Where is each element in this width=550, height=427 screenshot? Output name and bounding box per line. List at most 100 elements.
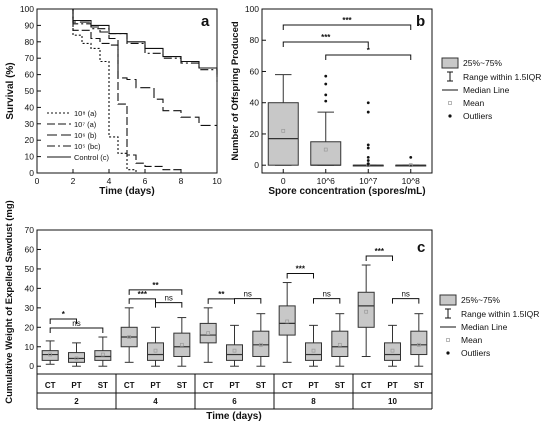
panel-c-ticks: 0 10 20 30 40 50 60 70 — [25, 225, 41, 371]
mean-marker — [285, 319, 290, 324]
treatment-label: PT — [308, 381, 318, 390]
significance-label: * — [62, 310, 66, 319]
x-tick-label: 10^7 — [359, 176, 377, 186]
panel-b: b Number of Offspring Produced Spore con… — [230, 4, 433, 197]
iqr-box — [173, 332, 191, 357]
box-legend-b: 25%~75% Range within 1.5IQR Median Line Mea… — [441, 57, 541, 121]
significance-label: *** — [138, 290, 148, 299]
legend-mean-swatch — [448, 101, 452, 105]
treatment-label: PT — [71, 381, 81, 390]
iqr-box — [94, 350, 112, 361]
mean-marker — [232, 348, 237, 353]
significance-bracket — [365, 255, 393, 262]
legend-entry: 10⁵ (bc) — [74, 142, 101, 151]
x-tick-label: 10 — [212, 176, 222, 186]
legend-outlier-swatch — [446, 351, 450, 355]
significance-bracket — [282, 41, 369, 47]
panel-a: a Survival (%) Time (days) 0 2 4 6 8 10010203… — [5, 4, 222, 197]
iqr-box — [252, 330, 270, 357]
day-label: 4 — [153, 397, 158, 406]
x-tick-label: 6 — [143, 176, 148, 186]
significance-bracket — [234, 298, 262, 304]
significance-label: *** — [342, 16, 352, 25]
x-tick-label: 4 — [107, 176, 112, 186]
panel-c-significance: *ns***** ns ** ns***ns***ns — [49, 247, 420, 334]
y-tick-label: 50 — [25, 86, 35, 96]
mean-marker — [179, 342, 184, 347]
survival-line — [37, 8, 218, 85]
y-tick-label: 100 — [20, 4, 34, 14]
treatment-label: CT — [203, 381, 214, 390]
x-tick-label: 0 — [35, 176, 40, 186]
outlier-point — [366, 101, 370, 105]
treatment-label: CT — [124, 381, 135, 390]
iqr-box — [68, 352, 85, 363]
panel-b-ticks: 0 20 40 60 80 100 0 10^6 10^7 10^8 — [245, 4, 420, 186]
panel-b-xlabel: Spore concentration (spores/mL) — [268, 186, 425, 197]
significance-label: *** — [296, 265, 306, 274]
legend-mean-swatch — [446, 338, 450, 342]
x-tick-label: 8 — [179, 176, 184, 186]
outlier-point — [324, 93, 328, 97]
treatment-label: PT — [150, 381, 160, 390]
iqr-box — [410, 330, 428, 356]
panel-a-xlabel: Time (days) — [99, 186, 154, 197]
panel-a-legend: 10⁸ (a) 10⁷ (a) 10⁶ (b) 10⁵ (bc) Control (c) — [47, 109, 110, 162]
significance-bracket — [325, 54, 412, 60]
treatment-label: CT — [361, 381, 372, 390]
outlier-point — [324, 99, 328, 103]
significance-label: *** — [375, 247, 385, 256]
legend-box-label: 25%~75% — [461, 295, 500, 305]
mean-marker — [408, 163, 413, 168]
y-tick-label: 60 — [25, 244, 35, 254]
outlier-point — [366, 110, 370, 114]
panel-a-lines — [37, 8, 218, 174]
y-tick-label: 30 — [25, 303, 35, 313]
mean-marker — [364, 309, 369, 314]
y-tick-label: 20 — [250, 129, 260, 139]
panel-c-label: c — [417, 239, 425, 256]
significance-bracket — [207, 298, 235, 304]
treatment-label: ST — [256, 381, 266, 390]
survival-line — [37, 8, 217, 174]
iqr-box — [331, 330, 349, 357]
outlier-point — [324, 82, 328, 86]
y-tick-label: 0 — [29, 361, 34, 371]
panel-b-frame — [261, 8, 433, 174]
y-tick-label: 40 — [250, 98, 260, 108]
outlier-point — [324, 74, 328, 78]
outlier-point — [366, 159, 370, 162]
day-label: 8 — [311, 397, 316, 406]
x-tick-label: 10^6 — [317, 176, 335, 186]
treatment-label: PT — [387, 381, 397, 390]
day-label: 10 — [388, 397, 397, 406]
significance-label: *** — [321, 33, 331, 42]
iqr-box — [226, 344, 243, 361]
mean-marker — [153, 348, 158, 353]
y-tick-label: 70 — [25, 53, 35, 63]
x-tick-label: 10^8 — [402, 176, 420, 186]
legend-median-label: Median Line — [461, 322, 508, 332]
significance-bracket — [128, 289, 183, 295]
legend-entry: 10⁷ (a) — [74, 120, 97, 129]
panel-a-ylabel: Survival (%) — [5, 62, 16, 119]
treatment-label: CT — [282, 381, 293, 390]
significance-label: ** — [218, 290, 225, 299]
significance-bracket — [286, 273, 314, 279]
mean-marker — [74, 356, 79, 361]
significance-bracket — [49, 327, 104, 334]
panel-b-ylabel: Number of Offspring Produced — [230, 21, 241, 161]
y-tick-label: 80 — [25, 37, 35, 47]
panel-c-xlabel: Time (days) — [206, 411, 261, 422]
legend-range-label: Range within 1.5IQR — [463, 72, 541, 82]
panel-c-frame — [36, 229, 433, 375]
y-tick-label: 20 — [25, 135, 35, 145]
y-tick-label: 0 — [29, 168, 34, 178]
mean-marker — [100, 352, 105, 357]
legend-mean-label: Mean — [463, 98, 485, 108]
y-tick-label: 50 — [25, 264, 35, 274]
mean-marker — [281, 128, 286, 133]
mean-marker — [258, 342, 263, 347]
iqr-box — [384, 342, 401, 361]
x-tick-label: 0 — [281, 176, 286, 186]
